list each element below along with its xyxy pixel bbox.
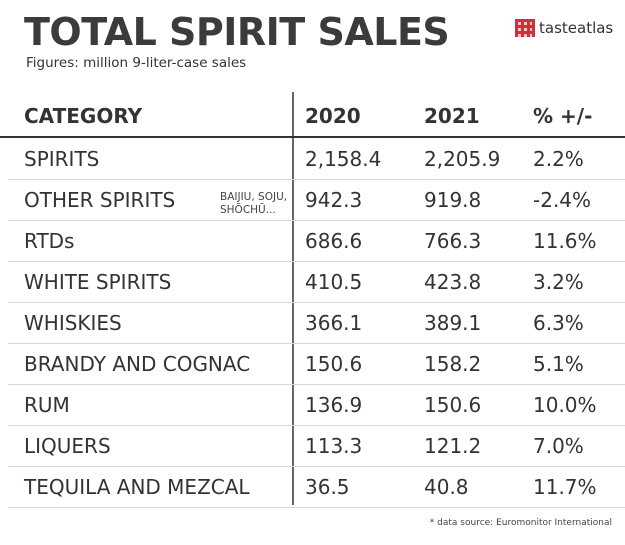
category-cell: RTDs bbox=[24, 229, 74, 253]
category-cell: TEQUILA AND MEZCAL bbox=[24, 475, 250, 499]
table-row: RUM 136.9 150.6 10.0% bbox=[0, 385, 625, 426]
table-row: WHISKIES 366.1 389.1 6.3% bbox=[0, 303, 625, 344]
category-cell: BRANDY AND COGNAC bbox=[24, 352, 250, 376]
column-divider bbox=[292, 92, 294, 505]
value-2020: 942.3 bbox=[305, 188, 363, 212]
category-cell: OTHER SPIRITS BAIJIU, SOJU, SHŌCHŪ... bbox=[24, 188, 287, 216]
table-row: LIQUERS 113.3 121.2 7.0% bbox=[0, 426, 625, 467]
value-2021: 2,205.9 bbox=[424, 147, 501, 171]
value-2021: 423.8 bbox=[424, 270, 482, 294]
value-2020: 366.1 bbox=[305, 311, 363, 335]
value-change: 10.0% bbox=[533, 393, 597, 417]
checkered-tablecloth-icon bbox=[515, 19, 535, 37]
category-label: LIQUERS bbox=[24, 434, 111, 458]
category-cell: WHISKIES bbox=[24, 311, 122, 335]
value-2021: 919.8 bbox=[424, 188, 482, 212]
value-2021: 389.1 bbox=[424, 311, 482, 335]
value-2020: 410.5 bbox=[305, 270, 363, 294]
category-label: TEQUILA AND MEZCAL bbox=[24, 475, 250, 499]
value-change: 3.2% bbox=[533, 270, 584, 294]
row-divider bbox=[8, 466, 625, 467]
header-change: % +/- bbox=[533, 104, 593, 128]
value-change: 6.3% bbox=[533, 311, 584, 335]
category-cell: LIQUERS bbox=[24, 434, 111, 458]
table-row: RTDs 686.6 766.3 11.6% bbox=[0, 221, 625, 262]
logo: tasteatlas bbox=[515, 19, 613, 37]
category-label: SPIRITS bbox=[24, 147, 100, 171]
subtitle: Figures: million 9-liter-case sales bbox=[26, 55, 247, 71]
value-2021: 121.2 bbox=[424, 434, 482, 458]
category-label: BRANDY AND COGNAC bbox=[24, 352, 251, 376]
table-row: OTHER SPIRITS BAIJIU, SOJU, SHŌCHŪ... 942.… bbox=[0, 180, 625, 221]
value-2021: 40.8 bbox=[424, 475, 469, 499]
value-change: -2.4% bbox=[533, 188, 592, 212]
table-row: WHITE SPIRITS 410.5 423.8 3.2% bbox=[0, 262, 625, 303]
row-divider bbox=[8, 425, 625, 426]
header-category: CATEGORY bbox=[24, 104, 143, 128]
category-label: OTHER SPIRITS bbox=[24, 188, 176, 212]
value-change: 2.2% bbox=[533, 147, 584, 171]
value-change: 11.7% bbox=[533, 475, 597, 499]
category-label: RTDs bbox=[24, 229, 75, 253]
row-divider bbox=[8, 179, 625, 180]
row-divider bbox=[8, 220, 625, 221]
category-label: WHITE SPIRITS bbox=[24, 270, 172, 294]
table-row: TEQUILA AND MEZCAL 36.5 40.8 11.7% bbox=[0, 467, 625, 508]
value-2021: 158.2 bbox=[424, 352, 482, 376]
logo-text: tasteatlas bbox=[539, 19, 614, 37]
row-divider bbox=[8, 261, 625, 262]
row-divider bbox=[8, 507, 625, 508]
value-change: 7.0% bbox=[533, 434, 584, 458]
value-change: 11.6% bbox=[533, 229, 597, 253]
row-divider bbox=[8, 384, 625, 385]
row-divider bbox=[8, 302, 625, 303]
category-cell: SPIRITS bbox=[24, 147, 99, 171]
header-divider bbox=[0, 136, 625, 138]
value-2020: 2,158.4 bbox=[305, 147, 382, 171]
value-2021: 150.6 bbox=[424, 393, 482, 417]
value-2020: 36.5 bbox=[305, 475, 350, 499]
row-divider bbox=[8, 343, 625, 344]
category-cell: RUM bbox=[24, 393, 70, 417]
category-label: RUM bbox=[24, 393, 70, 417]
table-row: SPIRITS 2,158.4 2,205.9 2.2% bbox=[0, 139, 625, 180]
value-2020: 686.6 bbox=[305, 229, 363, 253]
header-2020: 2020 bbox=[305, 104, 361, 128]
value-change: 5.1% bbox=[533, 352, 584, 376]
header-2021: 2021 bbox=[424, 104, 480, 128]
value-2020: 150.6 bbox=[305, 352, 363, 376]
data-source-note: * data source: Euromonitor International bbox=[429, 518, 612, 528]
value-2020: 113.3 bbox=[305, 434, 363, 458]
category-note: BAIJIU, SOJU, SHŌCHŪ... bbox=[220, 191, 288, 216]
page-title: TOTAL SPIRIT SALES bbox=[24, 10, 450, 54]
table-row: BRANDY AND COGNAC 150.6 158.2 5.1% bbox=[0, 344, 625, 385]
category-label: WHISKIES bbox=[24, 311, 122, 335]
category-cell: WHITE SPIRITS bbox=[24, 270, 171, 294]
value-2021: 766.3 bbox=[424, 229, 482, 253]
value-2020: 136.9 bbox=[305, 393, 363, 417]
